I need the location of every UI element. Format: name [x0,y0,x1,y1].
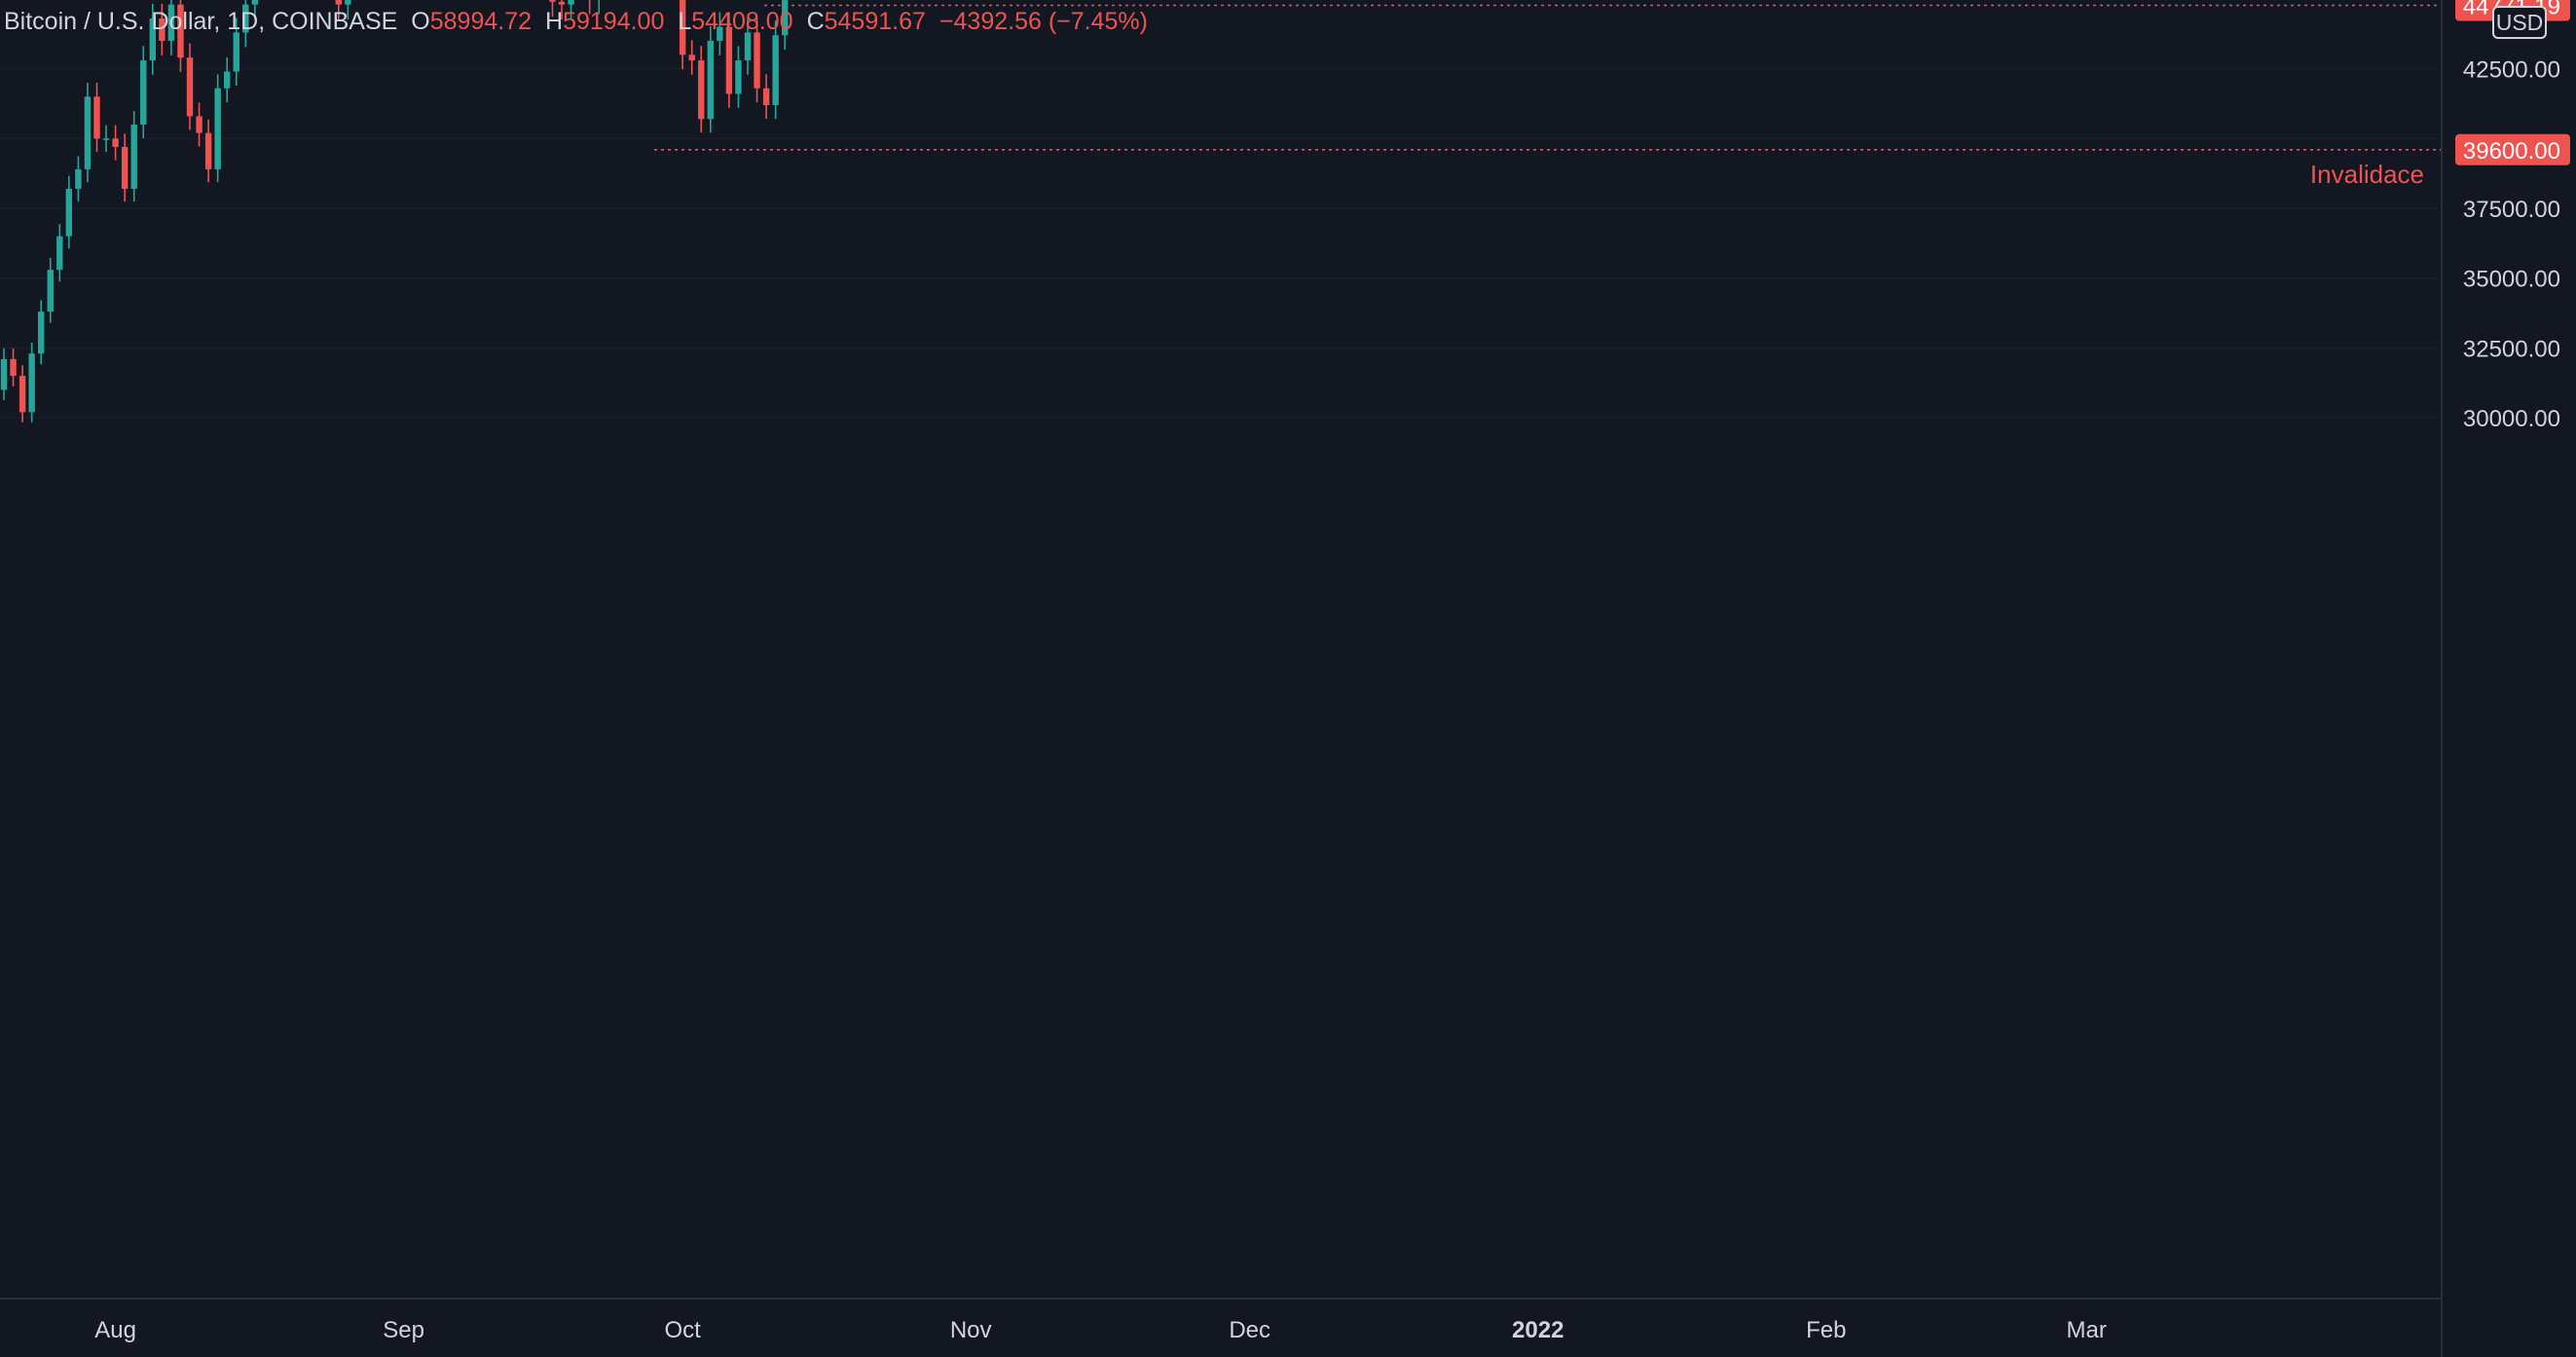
candle-body [47,270,54,312]
price-tick-label: 37500.00 [2463,197,2560,223]
close-value: 54591.67 [824,8,926,35]
time-tick-label: Nov [950,1317,992,1343]
candle-body [335,0,342,5]
candle-body [698,60,705,120]
close-label: C [806,8,825,35]
low-value: 54408.00 [691,8,793,35]
candle-body [177,4,184,58]
candle-body [186,57,194,117]
candlestick-series [0,0,789,422]
candle-body [84,96,92,169]
candle-body [345,0,351,5]
low-group: L 54408.00 [678,8,792,36]
candle-body [744,32,752,61]
candle-body [754,32,760,89]
candle-body [782,0,789,36]
candle-body [233,32,239,72]
time-tick-label: Feb [1806,1317,1846,1343]
candle-body [112,138,119,147]
candle-body [121,146,129,189]
price-tick-label: 35000.00 [2463,267,2560,293]
symbol-title[interactable]: Bitcoin / U.S. Dollar, 1D, COINBASE [4,8,398,35]
invalidation-label: Invalidace [2310,160,2424,189]
candle-body [130,125,137,189]
candle-body [18,376,26,413]
candle-body [204,132,212,169]
candle-body [149,18,156,61]
candle-body [93,96,100,139]
horizontal-levels: WWInvalidace [654,4,2442,189]
time-tick-label: Oct [664,1317,701,1343]
time-tick-label: Aug [94,1317,136,1343]
price-badge-label: 39600.00 [2463,138,2560,165]
candle-body [735,60,742,94]
time-tick-label: Mar [2067,1317,2107,1343]
candle-body [65,188,73,237]
price-tick-label: 30000.00 [2463,406,2560,432]
candle-body [214,88,221,169]
price-tick-label: 32500.00 [2463,336,2560,362]
chart-grid [0,68,2442,419]
price-axis[interactable]: 72500.0070000.0067500.0065000.0060000.00… [2463,0,2560,432]
low-label: L [678,8,692,35]
price-tick-label: 42500.00 [2463,57,2560,84]
candle-body [549,0,556,2]
time-tick-label: Sep [383,1317,424,1343]
price-badge [2455,133,2570,165]
candle-body [28,353,35,413]
candle-body [140,60,147,126]
time-tick-label: 2022 [1512,1317,1564,1343]
candle-body [242,4,249,33]
close-group: C 54591.67 [807,8,926,36]
candle-body [196,116,202,133]
ohlc-values: O 58994.72 [411,8,532,36]
time-axis[interactable]: Aug Sep Oct Nov Dec 2022 Feb Mar [94,1317,2107,1343]
candle-body [717,26,723,41]
candle-body [251,0,259,5]
candle-body [762,88,770,105]
candle-body [159,18,166,41]
candle-body [558,1,566,5]
candle-body [56,236,63,271]
candle-body [772,35,779,105]
candle-body [679,0,686,55]
currency-button[interactable]: USD [2492,6,2547,39]
candle-body [725,26,733,94]
candle-body [10,358,17,377]
open-value: 58994.72 [429,8,533,35]
time-tick-label: Dec [1229,1317,1270,1343]
symbol-legend: Bitcoin / U.S. Dollar, 1D, COINBASE O 589… [4,8,1148,36]
candle-body [568,0,574,5]
candle-body [688,55,695,61]
candle-body [224,71,231,89]
candle-body [0,358,8,390]
candle-body [75,168,82,189]
high-label: H [545,8,564,35]
high-value: 59194.00 [563,8,665,35]
change-value: −4392.56 (−7.45%) [938,8,1148,35]
open-label: O [411,8,430,35]
candle-body [167,4,175,41]
candle-body [102,138,110,140]
high-group: H 59194.00 [545,8,664,36]
candle-body [707,40,714,120]
candle-body [38,312,45,354]
